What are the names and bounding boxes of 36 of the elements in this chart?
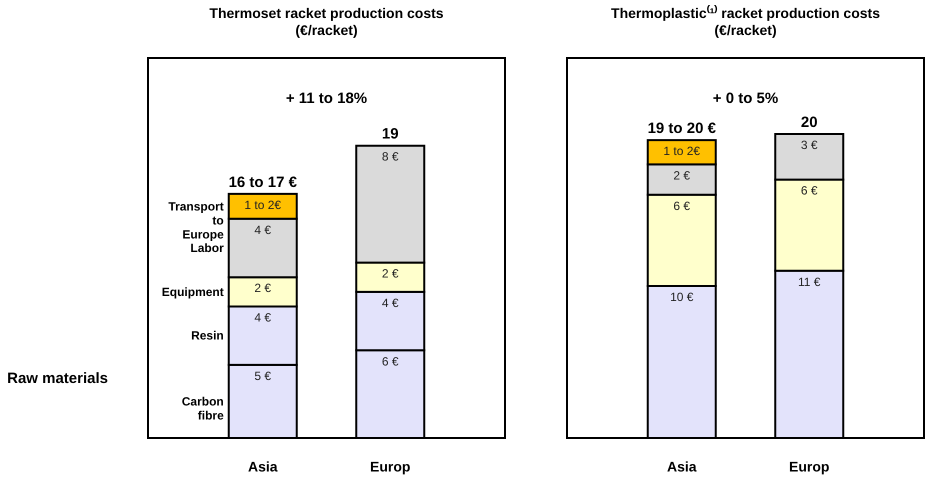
- x-tick-label: Asia: [248, 458, 278, 474]
- data-label: 3 €: [800, 138, 818, 152]
- data-label: 1 to 2€: [244, 198, 282, 212]
- series-label: Equipment: [162, 284, 224, 299]
- total-label: 20: [800, 114, 818, 131]
- data-label: 5 €: [254, 368, 272, 383]
- series-label: Carbon fibre: [182, 394, 224, 422]
- data-label: 10 €: [670, 290, 694, 304]
- chart-subtitle: (€/racket): [295, 22, 358, 38]
- data-label: 4 €: [254, 310, 272, 324]
- x-tick-label: Europ: [789, 458, 830, 474]
- x-tick-label: Asia: [666, 458, 697, 474]
- series-label: Transport to Europe: [168, 199, 224, 242]
- chart-subtitle: (€/racket): [714, 22, 777, 38]
- series-label: Resin: [191, 328, 224, 343]
- data-label: 8 €: [382, 150, 399, 164]
- total-label: 16 to 17 €: [228, 174, 298, 191]
- series-label: Labor: [190, 241, 224, 255]
- chart-title: Thermoset racket production costs: [209, 5, 444, 21]
- total-label: 19: [382, 126, 399, 143]
- data-label: 6 €: [382, 354, 399, 368]
- data-label: 2 €: [382, 266, 399, 281]
- data-label: 4 €: [382, 296, 399, 310]
- data-label: 6 €: [673, 198, 690, 213]
- data-label: 6 €: [800, 184, 818, 198]
- total-label: 19 to 20 €: [648, 120, 717, 138]
- data-label: 2 €: [254, 281, 272, 296]
- chart-title: Thermoplastic⁽¹⁾ racket production costs: [611, 5, 880, 21]
- annotation: + 11 to 18%: [286, 90, 368, 107]
- data-label: 11 €: [798, 274, 821, 289]
- data-label: 4 €: [254, 222, 272, 237]
- data-label: 1 to 2€: [663, 144, 700, 158]
- text: Raw materials: [7, 370, 108, 387]
- data-label: 2 €: [673, 168, 690, 182]
- annotation: + 0 to 5%: [712, 90, 778, 107]
- x-tick-label: Europ: [370, 458, 410, 474]
